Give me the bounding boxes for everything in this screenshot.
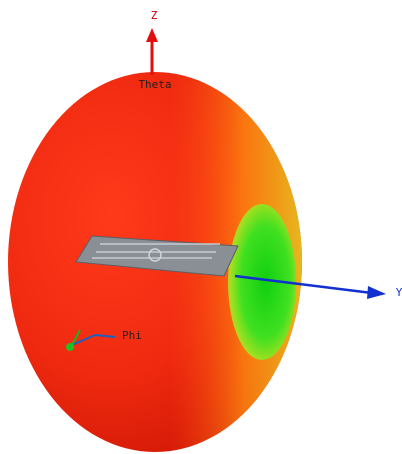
antenna-patch — [75, 235, 239, 277]
z-axis — [146, 28, 158, 75]
phi-axis — [66, 329, 116, 351]
y-axis — [234, 274, 386, 299]
phi-label: Phi — [122, 329, 142, 342]
z-label: Z — [151, 9, 158, 22]
y-label: Y — [396, 286, 402, 299]
theta-label: Theta — [138, 78, 171, 91]
